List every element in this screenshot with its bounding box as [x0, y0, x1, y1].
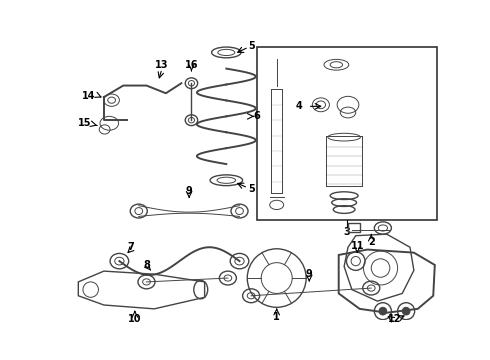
Text: 8: 8 [143, 260, 150, 270]
Text: 2: 2 [368, 237, 375, 247]
Text: 7: 7 [127, 242, 134, 252]
Text: 15: 15 [78, 118, 91, 128]
Text: 14: 14 [82, 91, 95, 100]
Text: 13: 13 [155, 60, 169, 70]
Text: 5: 5 [248, 41, 254, 50]
Circle shape [402, 307, 410, 315]
Text: 9: 9 [186, 186, 193, 196]
Text: 11: 11 [350, 241, 364, 251]
Text: 3: 3 [344, 227, 351, 237]
Text: 6: 6 [253, 111, 260, 121]
Circle shape [379, 307, 387, 315]
Text: 5: 5 [248, 184, 254, 194]
Bar [257, 47, 437, 220]
Text: 10: 10 [128, 314, 142, 324]
Text: 4: 4 [295, 101, 302, 111]
Text: 1: 1 [273, 311, 280, 321]
Text: 12: 12 [388, 314, 401, 324]
Bar [348, 222, 360, 232]
Text: 16: 16 [185, 60, 198, 70]
Text: 9: 9 [306, 269, 313, 279]
